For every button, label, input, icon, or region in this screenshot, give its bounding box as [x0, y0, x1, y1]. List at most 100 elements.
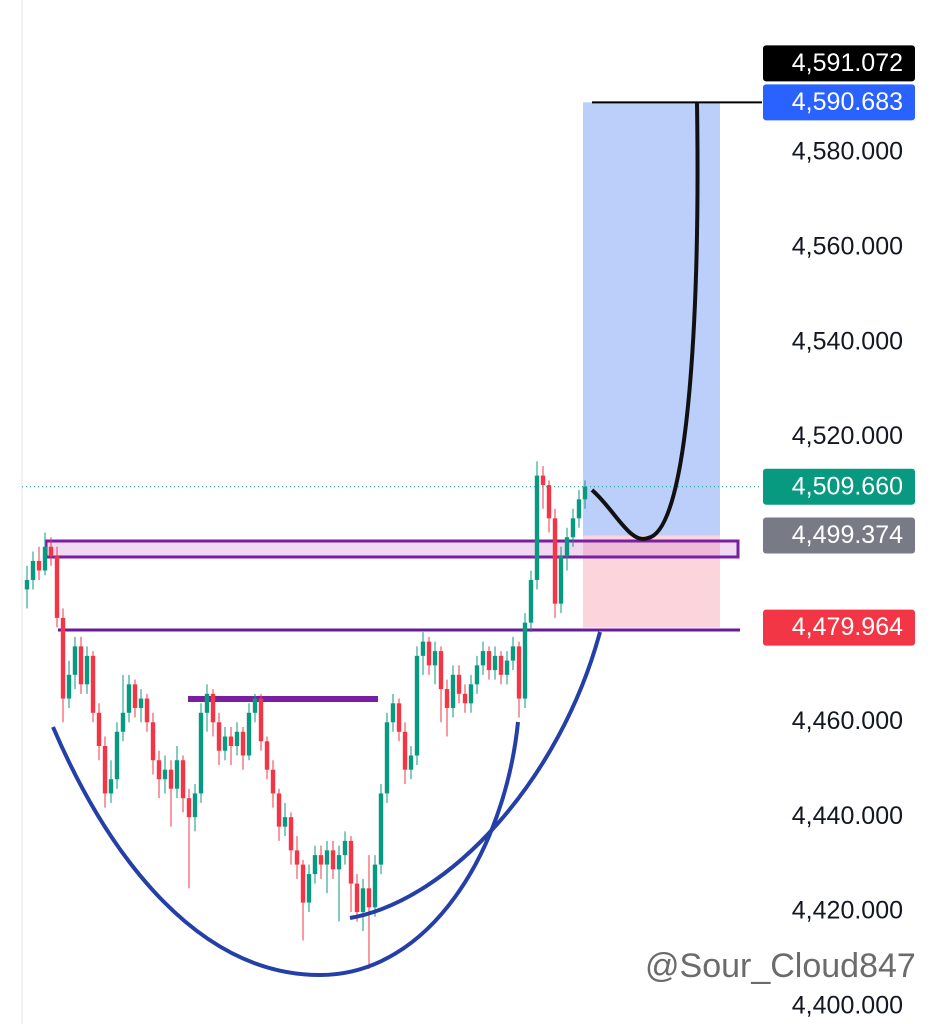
candle-body [156, 760, 162, 780]
candle-body [558, 556, 564, 604]
candle-body [414, 655, 420, 756]
candle-body [42, 546, 48, 571]
candle-body [144, 698, 150, 723]
candle-body [306, 874, 312, 903]
candle-body [378, 793, 384, 865]
candle-body [90, 655, 96, 713]
candle-body [24, 579, 30, 590]
candle-body [390, 703, 396, 723]
price-label-box [763, 45, 915, 82]
candle-body [528, 579, 534, 623]
y-tick-label: 4,560.000 [792, 232, 903, 260]
candle-body [510, 646, 516, 661]
candle-body [516, 646, 522, 699]
candle-body [402, 731, 408, 770]
candle-body [336, 855, 342, 870]
candle-body [162, 769, 168, 780]
loss-zone [583, 535, 720, 628]
candle-body [228, 736, 234, 746]
y-tick-label: 4,540.000 [792, 327, 903, 355]
candle-body [234, 731, 240, 746]
price-label: 4,591.072 [792, 49, 903, 77]
candle-body [258, 698, 264, 742]
candle-body [48, 546, 54, 557]
price-label-box [763, 609, 915, 646]
candle-body [408, 755, 414, 770]
candle-body [198, 712, 204, 794]
candle-body [120, 712, 126, 732]
candle-body [30, 560, 36, 580]
candle-body [96, 712, 102, 746]
price-label-box [763, 468, 915, 505]
candle-body [186, 798, 192, 818]
y-tick-label: 4,460.000 [792, 707, 903, 735]
candle-body [564, 537, 570, 557]
candle-body [204, 693, 210, 713]
candle-body [210, 693, 216, 723]
candle-body [474, 665, 480, 685]
candle-body [132, 684, 138, 709]
candle-body [60, 617, 66, 699]
candle-body [534, 475, 540, 580]
candle-body [72, 646, 78, 675]
candle-body [420, 641, 426, 656]
candle-body [360, 888, 366, 913]
candle-body [354, 883, 360, 913]
y-tick-label: 4,520.000 [792, 422, 903, 450]
candle-body [348, 840, 354, 884]
candle-body [114, 731, 120, 780]
candle-body [330, 850, 336, 870]
cup-curve-inner [349, 631, 602, 920]
candle-body [192, 793, 198, 818]
candle-body [450, 674, 456, 709]
candle-body [36, 560, 42, 571]
candle-body [546, 485, 552, 519]
candle-body [456, 674, 462, 694]
candle-body [138, 698, 144, 709]
candle-body [342, 840, 348, 856]
candle-body [492, 655, 498, 671]
candle-body [504, 660, 510, 675]
candle-body [66, 674, 72, 699]
candle-body [522, 622, 528, 699]
candle-body [288, 817, 294, 851]
candle-body [438, 651, 444, 690]
candle-body [240, 731, 246, 756]
candle-body [102, 745, 108, 794]
candle-body [540, 475, 546, 486]
candle-body [498, 655, 504, 675]
candle-body [426, 641, 432, 666]
candle-body [294, 850, 300, 865]
candle-body [300, 864, 306, 903]
candle-body [582, 486, 588, 500]
projection-curve [590, 102, 700, 541]
candle-body [246, 712, 252, 756]
candle-body [462, 693, 468, 704]
candle-body [312, 855, 318, 875]
y-tick-label: 4,580.000 [792, 138, 903, 166]
price-axis: 4,400.000 4,420.000 4,440.000 4,460.000 4,52… [763, 45, 915, 1020]
y-tick-label: 4,420.000 [792, 897, 903, 925]
price-label-box [763, 84, 915, 121]
candle-body [222, 736, 228, 751]
candle-body [54, 556, 60, 618]
watermark: @Sour_Cloud847 [645, 947, 916, 985]
candle-body [168, 769, 174, 789]
price-label: 4,479.964 [792, 613, 903, 641]
candle-body [486, 651, 492, 671]
candle-body [372, 864, 378, 908]
resistance-zone [44, 539, 740, 559]
candle-body [570, 518, 576, 538]
candle-body [174, 760, 180, 789]
candle-body [108, 779, 114, 794]
candle-body [84, 655, 90, 685]
candle-body [126, 684, 132, 713]
price-label-box [763, 517, 915, 554]
candle-body [252, 698, 258, 713]
candle-body [216, 722, 222, 751]
cup-curve [51, 721, 520, 978]
candle-body [264, 741, 270, 770]
candle-body [444, 689, 450, 709]
candle-body [396, 703, 402, 732]
